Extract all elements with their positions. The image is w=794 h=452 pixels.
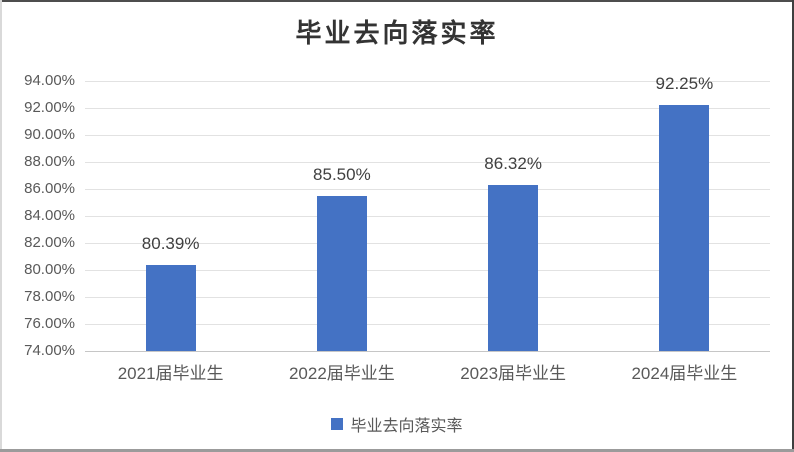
- y-axis-tick-label: 76.00%: [24, 315, 75, 332]
- y-axis-tick-label: 82.00%: [24, 234, 75, 251]
- x-axis-category-label: 2023届毕业生: [460, 364, 567, 383]
- x-axis-category-label: 2022届毕业生: [288, 364, 395, 383]
- gridline: [85, 324, 770, 325]
- bar-data-label: 86.32%: [484, 153, 542, 173]
- gridline: [85, 108, 770, 109]
- bar-data-label: 80.39%: [141, 233, 200, 253]
- gridline: [85, 216, 770, 217]
- y-axis-tick-label: 88.00%: [24, 153, 75, 170]
- gridline: [85, 189, 770, 190]
- legend-series-marker-icon: [331, 418, 344, 430]
- y-axis-tick-label: 80.00%: [24, 261, 75, 278]
- y-axis-tick-label: 92.00%: [24, 99, 75, 116]
- gridline: [85, 270, 770, 271]
- y-axis-tick-label: 94.00%: [24, 72, 75, 89]
- frame-border-right: [792, 0, 794, 452]
- bar-2021届毕业生: [145, 264, 196, 351]
- bar-2022届毕业生: [316, 195, 367, 351]
- chart-title: 毕业去向落实率: [295, 19, 499, 49]
- frame-border-top: [0, 0, 794, 2]
- y-axis-tick-label: 86.00%: [24, 180, 75, 197]
- bar-2023届毕业生: [488, 184, 539, 351]
- gridline: [85, 162, 770, 163]
- bar-data-label: 92.25%: [655, 73, 714, 93]
- y-axis-tick-label: 78.00%: [24, 288, 75, 305]
- gridline: [85, 297, 770, 298]
- gridline: [85, 243, 770, 244]
- y-axis-tick-label: 74.00%: [24, 342, 75, 359]
- legend-series-label: 毕业去向落实率: [350, 416, 463, 435]
- gridline: [85, 81, 770, 82]
- gridline: [85, 135, 770, 136]
- frame-border-bottom: [0, 449, 794, 452]
- x-axis-category-label: 2021届毕业生: [117, 364, 224, 383]
- y-axis-tick-label: 84.00%: [24, 207, 75, 224]
- y-axis-tick-label: 90.00%: [24, 126, 75, 143]
- bar-data-label: 85.50%: [313, 164, 371, 184]
- x-axis-category-label: 2024届毕业生: [631, 364, 738, 383]
- bar-2024届毕业生: [659, 104, 710, 351]
- frame-border-left: [0, 0, 2, 452]
- legend: 毕业去向落实率: [0, 411, 794, 437]
- gridline: [85, 351, 770, 352]
